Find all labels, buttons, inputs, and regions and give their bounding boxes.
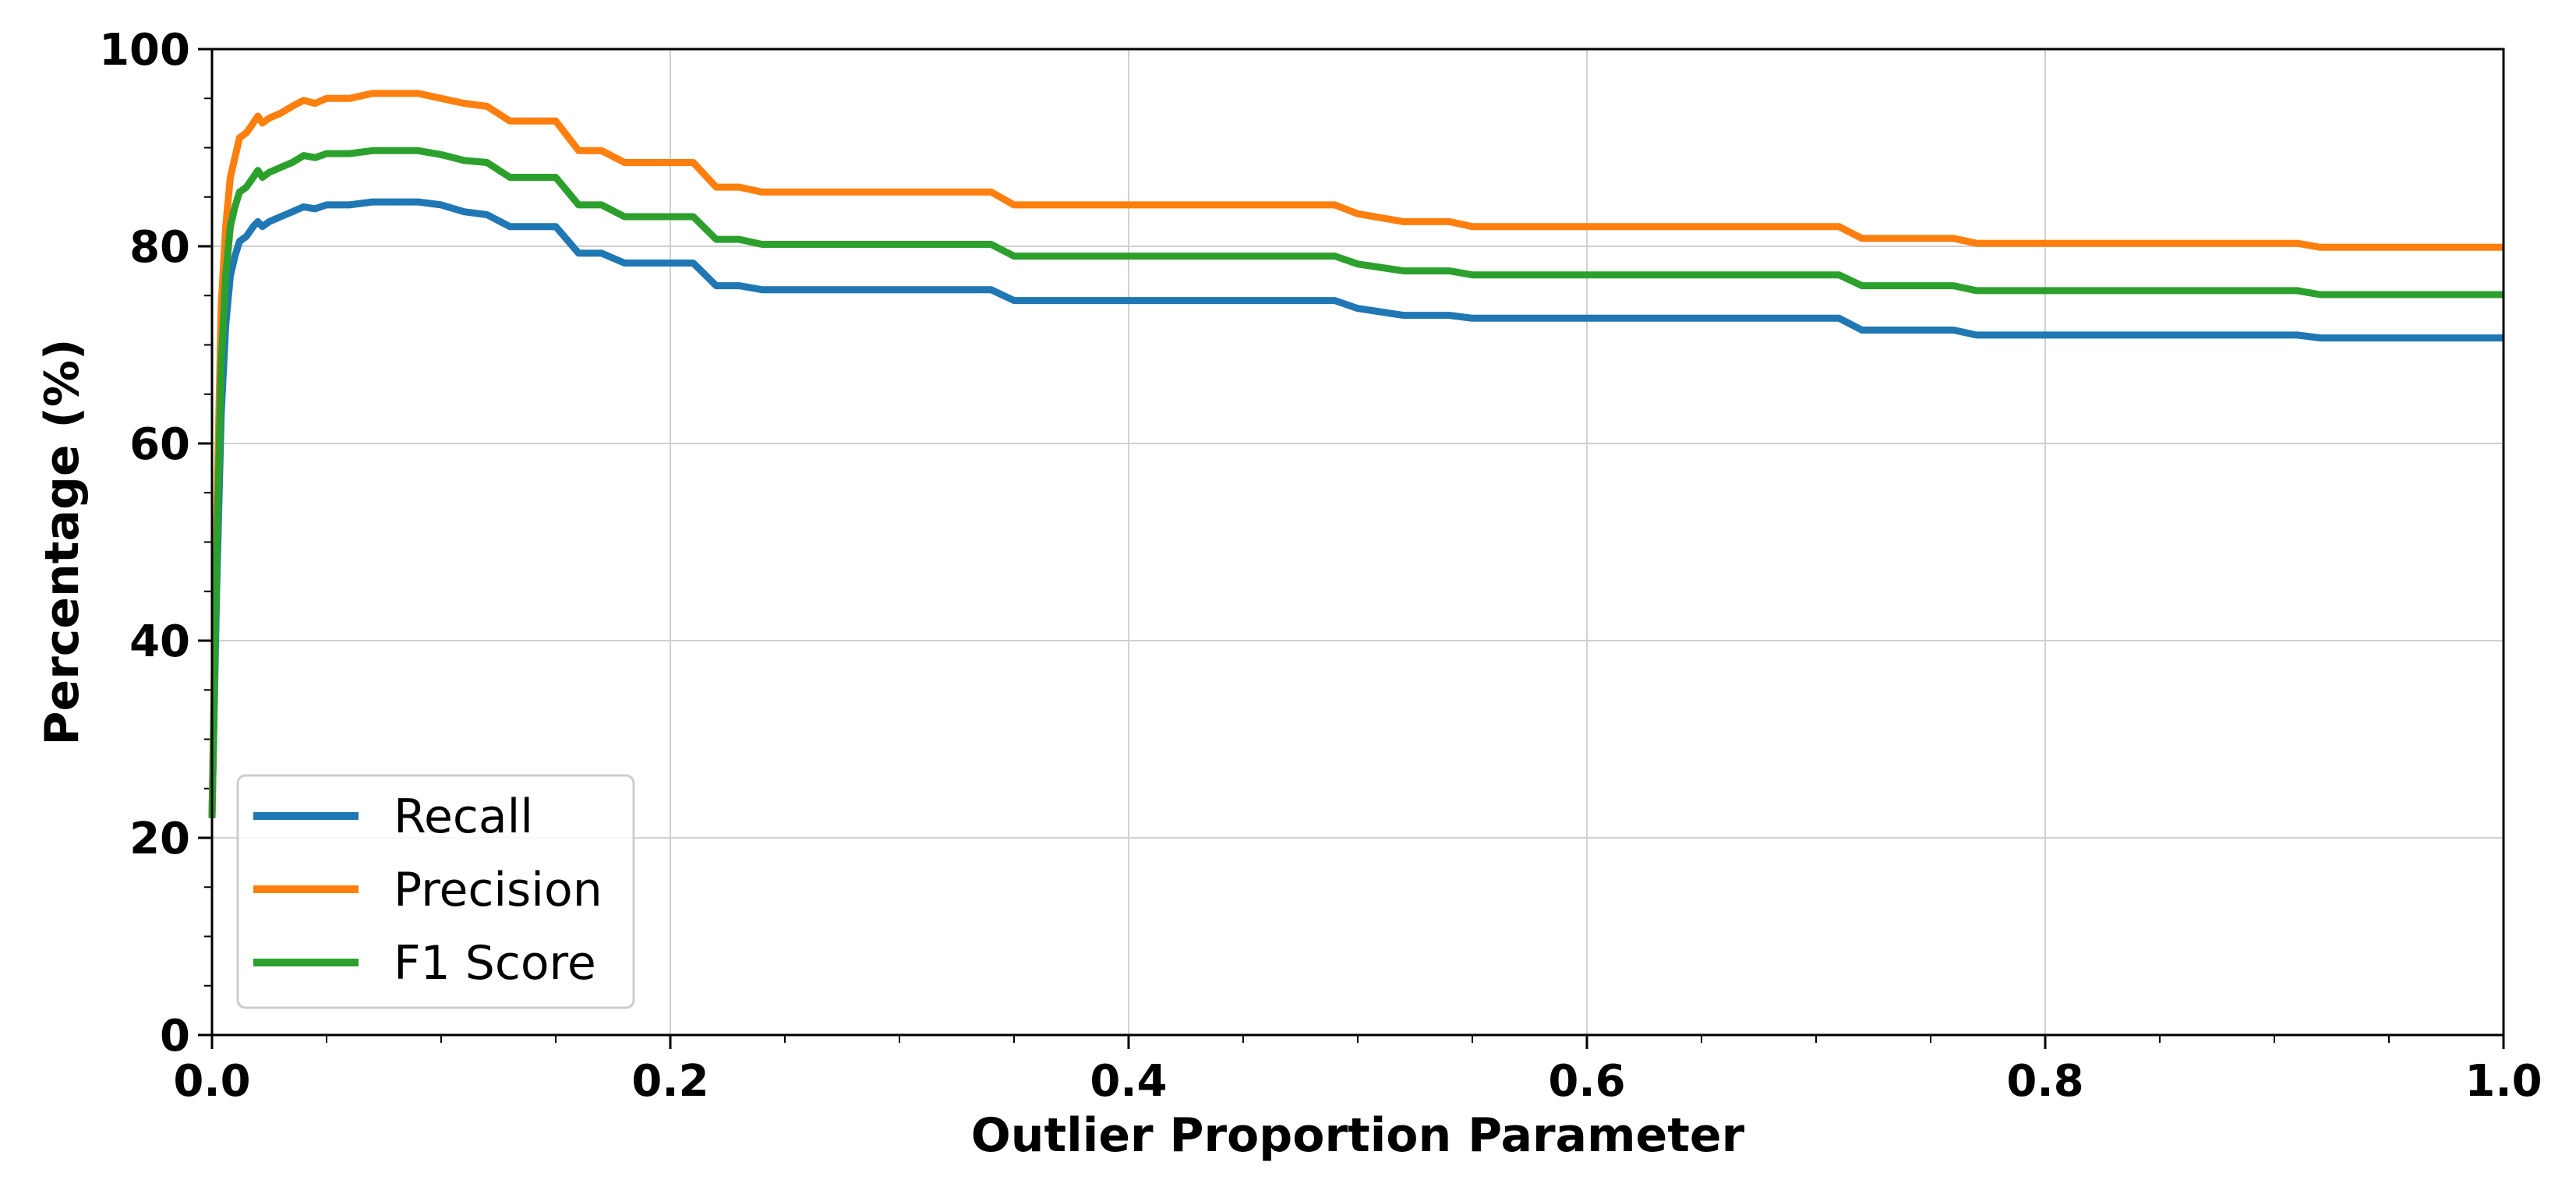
y-tick-label: 80: [129, 222, 190, 273]
y-tick-labels: 0 20 40 60 80 100: [99, 25, 190, 1062]
legend-box: [236, 774, 635, 1009]
legend-label-recall: Recall: [394, 790, 533, 844]
y-tick-label: 20: [129, 814, 190, 864]
x-tick-label: 1.0: [2465, 1056, 2542, 1107]
x-axis-label: Outlier Proportion Parameter: [971, 1108, 1745, 1163]
y-tick-label: 40: [129, 616, 190, 667]
x-tick-label: 0.0: [173, 1056, 250, 1107]
series-line-f1-score: [208, 147, 2504, 818]
x-tick-labels: 0.0 0.2 0.4 0.6 0.8 1.0: [173, 1056, 2542, 1107]
y-axis-label: Percentage (%): [35, 339, 90, 746]
legend-label-f1-score: F1 Score: [394, 936, 596, 991]
legend: Recall Precision F1 Score: [236, 774, 635, 1009]
y-tick-label: 100: [99, 25, 190, 76]
x-tick-label: 0.6: [1548, 1056, 1625, 1107]
x-tick-label: 0.4: [1090, 1056, 1167, 1107]
legend-label-precision: Precision: [394, 863, 602, 917]
series-lines: [208, 90, 2504, 818]
y-tick-label: 0: [160, 1011, 190, 1062]
x-tick-label: 0.8: [2006, 1056, 2083, 1107]
x-tick-label: 0.2: [631, 1056, 708, 1107]
series-line-precision: [208, 90, 2504, 818]
y-tick-label: 60: [129, 419, 190, 470]
series-line-recall: [208, 198, 2504, 818]
plot-frame: [210, 48, 2505, 1037]
tick-marks: [198, 48, 2505, 1049]
